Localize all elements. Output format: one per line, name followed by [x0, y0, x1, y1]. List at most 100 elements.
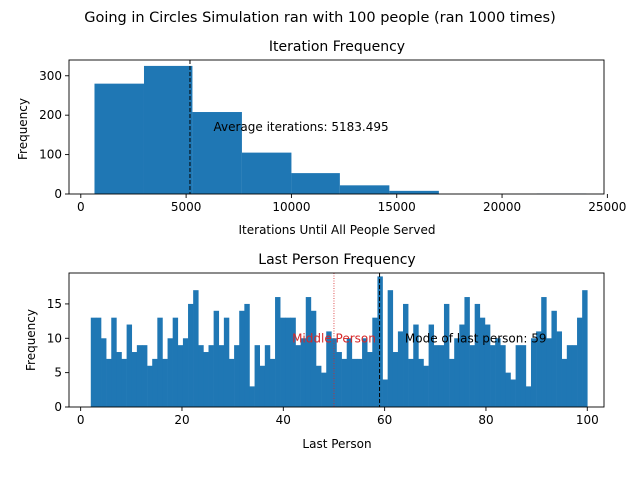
histogram-bar [143, 65, 193, 194]
histogram-bar [295, 345, 301, 407]
histogram-bar [541, 297, 547, 407]
histogram-bar [300, 338, 307, 407]
histogram-bar [582, 290, 588, 407]
figure-suptitle: Going in Circles Simulation ran with 100… [84, 10, 556, 26]
histogram-bar [136, 345, 143, 407]
histogram-bar [495, 338, 501, 407]
x-axis-label: Iterations Until All People Served [239, 223, 436, 237]
histogram-bar [208, 345, 214, 407]
y-tick-label: 0 [54, 400, 62, 414]
histogram-bar [264, 345, 271, 407]
y-axis-label: Frequency [24, 309, 38, 371]
histogram-bar [389, 190, 439, 194]
histogram-bar [141, 345, 148, 407]
histogram-bar [339, 185, 390, 194]
histogram-bar [428, 324, 435, 407]
histogram-bar [285, 317, 291, 407]
histogram-bar [536, 331, 542, 407]
histogram-bar [111, 317, 117, 407]
histogram-bar [546, 338, 552, 407]
histogram-bar [182, 338, 189, 407]
histogram-bar [234, 345, 240, 407]
histogram-bar [321, 372, 327, 407]
histogram-bar [449, 358, 455, 407]
histogram-bar [505, 372, 511, 407]
histogram-bar [469, 345, 475, 407]
histogram-bar [351, 358, 358, 407]
plot-area: Average iterations: 5183.495 0 5000 10000 15… [39, 59, 626, 214]
histogram-bar [362, 338, 368, 407]
chart-title: Iteration Frequency [269, 39, 405, 55]
histogram-bar [131, 352, 138, 407]
histogram-bar [326, 331, 332, 407]
histogram-bar [167, 338, 173, 407]
histogram-bar [474, 303, 481, 407]
y-tick-label: 5 [54, 366, 62, 380]
histogram-bar [372, 317, 378, 407]
histogram-bar [275, 297, 281, 407]
histogram-bar [515, 345, 522, 407]
histogram-bar [116, 352, 122, 407]
histogram-bar [397, 331, 404, 407]
histogram-bar [177, 345, 184, 407]
histogram-bar [290, 317, 296, 407]
histogram-bar [423, 365, 429, 407]
x-tick-label: 20 [174, 413, 189, 427]
histogram-bar [157, 317, 163, 407]
x-tick-label: 10000 [272, 200, 310, 214]
axes-frame [68, 272, 605, 408]
mode-annotation: Mode of last person: 59 [405, 331, 547, 345]
histogram-bar [346, 338, 353, 407]
histogram-bar [418, 358, 424, 407]
histogram-bar [479, 317, 486, 407]
histogram-bar [413, 324, 419, 407]
histogram-bar [192, 112, 242, 194]
histogram-bar [484, 324, 491, 407]
histogram-bar [356, 358, 363, 407]
histogram-bar [490, 345, 496, 407]
histogram-bar [341, 358, 348, 407]
histogram-bar [198, 345, 204, 407]
histogram-bar [305, 297, 312, 407]
histogram-bar [213, 310, 220, 407]
iteration-frequency-chart: Iteration Frequency Average iterations: … [16, 39, 626, 237]
histogram-bar [464, 297, 470, 407]
mean-annotation: Average iterations: 5183.495 [213, 120, 388, 134]
x-tick-label: 60 [377, 413, 392, 427]
histogram-bar [223, 317, 230, 407]
histogram-bar [510, 379, 516, 407]
histogram-bar [241, 152, 292, 194]
histogram-bar [387, 290, 394, 407]
histogram-bar [556, 331, 562, 407]
histogram-bar [291, 173, 340, 194]
histogram-bar [408, 358, 414, 407]
y-tick-label: 300 [39, 69, 62, 83]
y-tick-label: 0 [54, 187, 62, 201]
histogram-bar [571, 345, 578, 407]
y-axis-label: Frequency [16, 98, 30, 160]
histogram-bar [367, 352, 373, 407]
histogram-bar [525, 386, 532, 407]
chart-title: Last Person Frequency [258, 252, 415, 268]
histogram-bar [315, 365, 322, 407]
histogram-bar [254, 345, 260, 407]
histogram-bar [249, 386, 255, 407]
histogram-bar [218, 345, 225, 407]
x-tick-label: 5000 [171, 200, 202, 214]
histogram-bar [459, 324, 465, 407]
histogram-bar [551, 310, 557, 407]
histogram-bar [433, 345, 440, 407]
y-tick-label: 15 [47, 297, 62, 311]
histogram-bar [95, 317, 102, 407]
histogram-bar [94, 83, 144, 194]
histogram-bar [90, 317, 97, 407]
histogram-bar [259, 365, 266, 407]
x-axis-label: Last Person [302, 437, 371, 451]
x-tick-label: 0 [77, 200, 85, 214]
histogram-bar [269, 358, 276, 407]
x-tick-label: 40 [276, 413, 291, 427]
x-tick-label: 25000 [588, 200, 626, 214]
x-tick-label: 80 [478, 413, 493, 427]
histogram-bar [152, 358, 158, 407]
x-tick-label: 20000 [483, 200, 521, 214]
